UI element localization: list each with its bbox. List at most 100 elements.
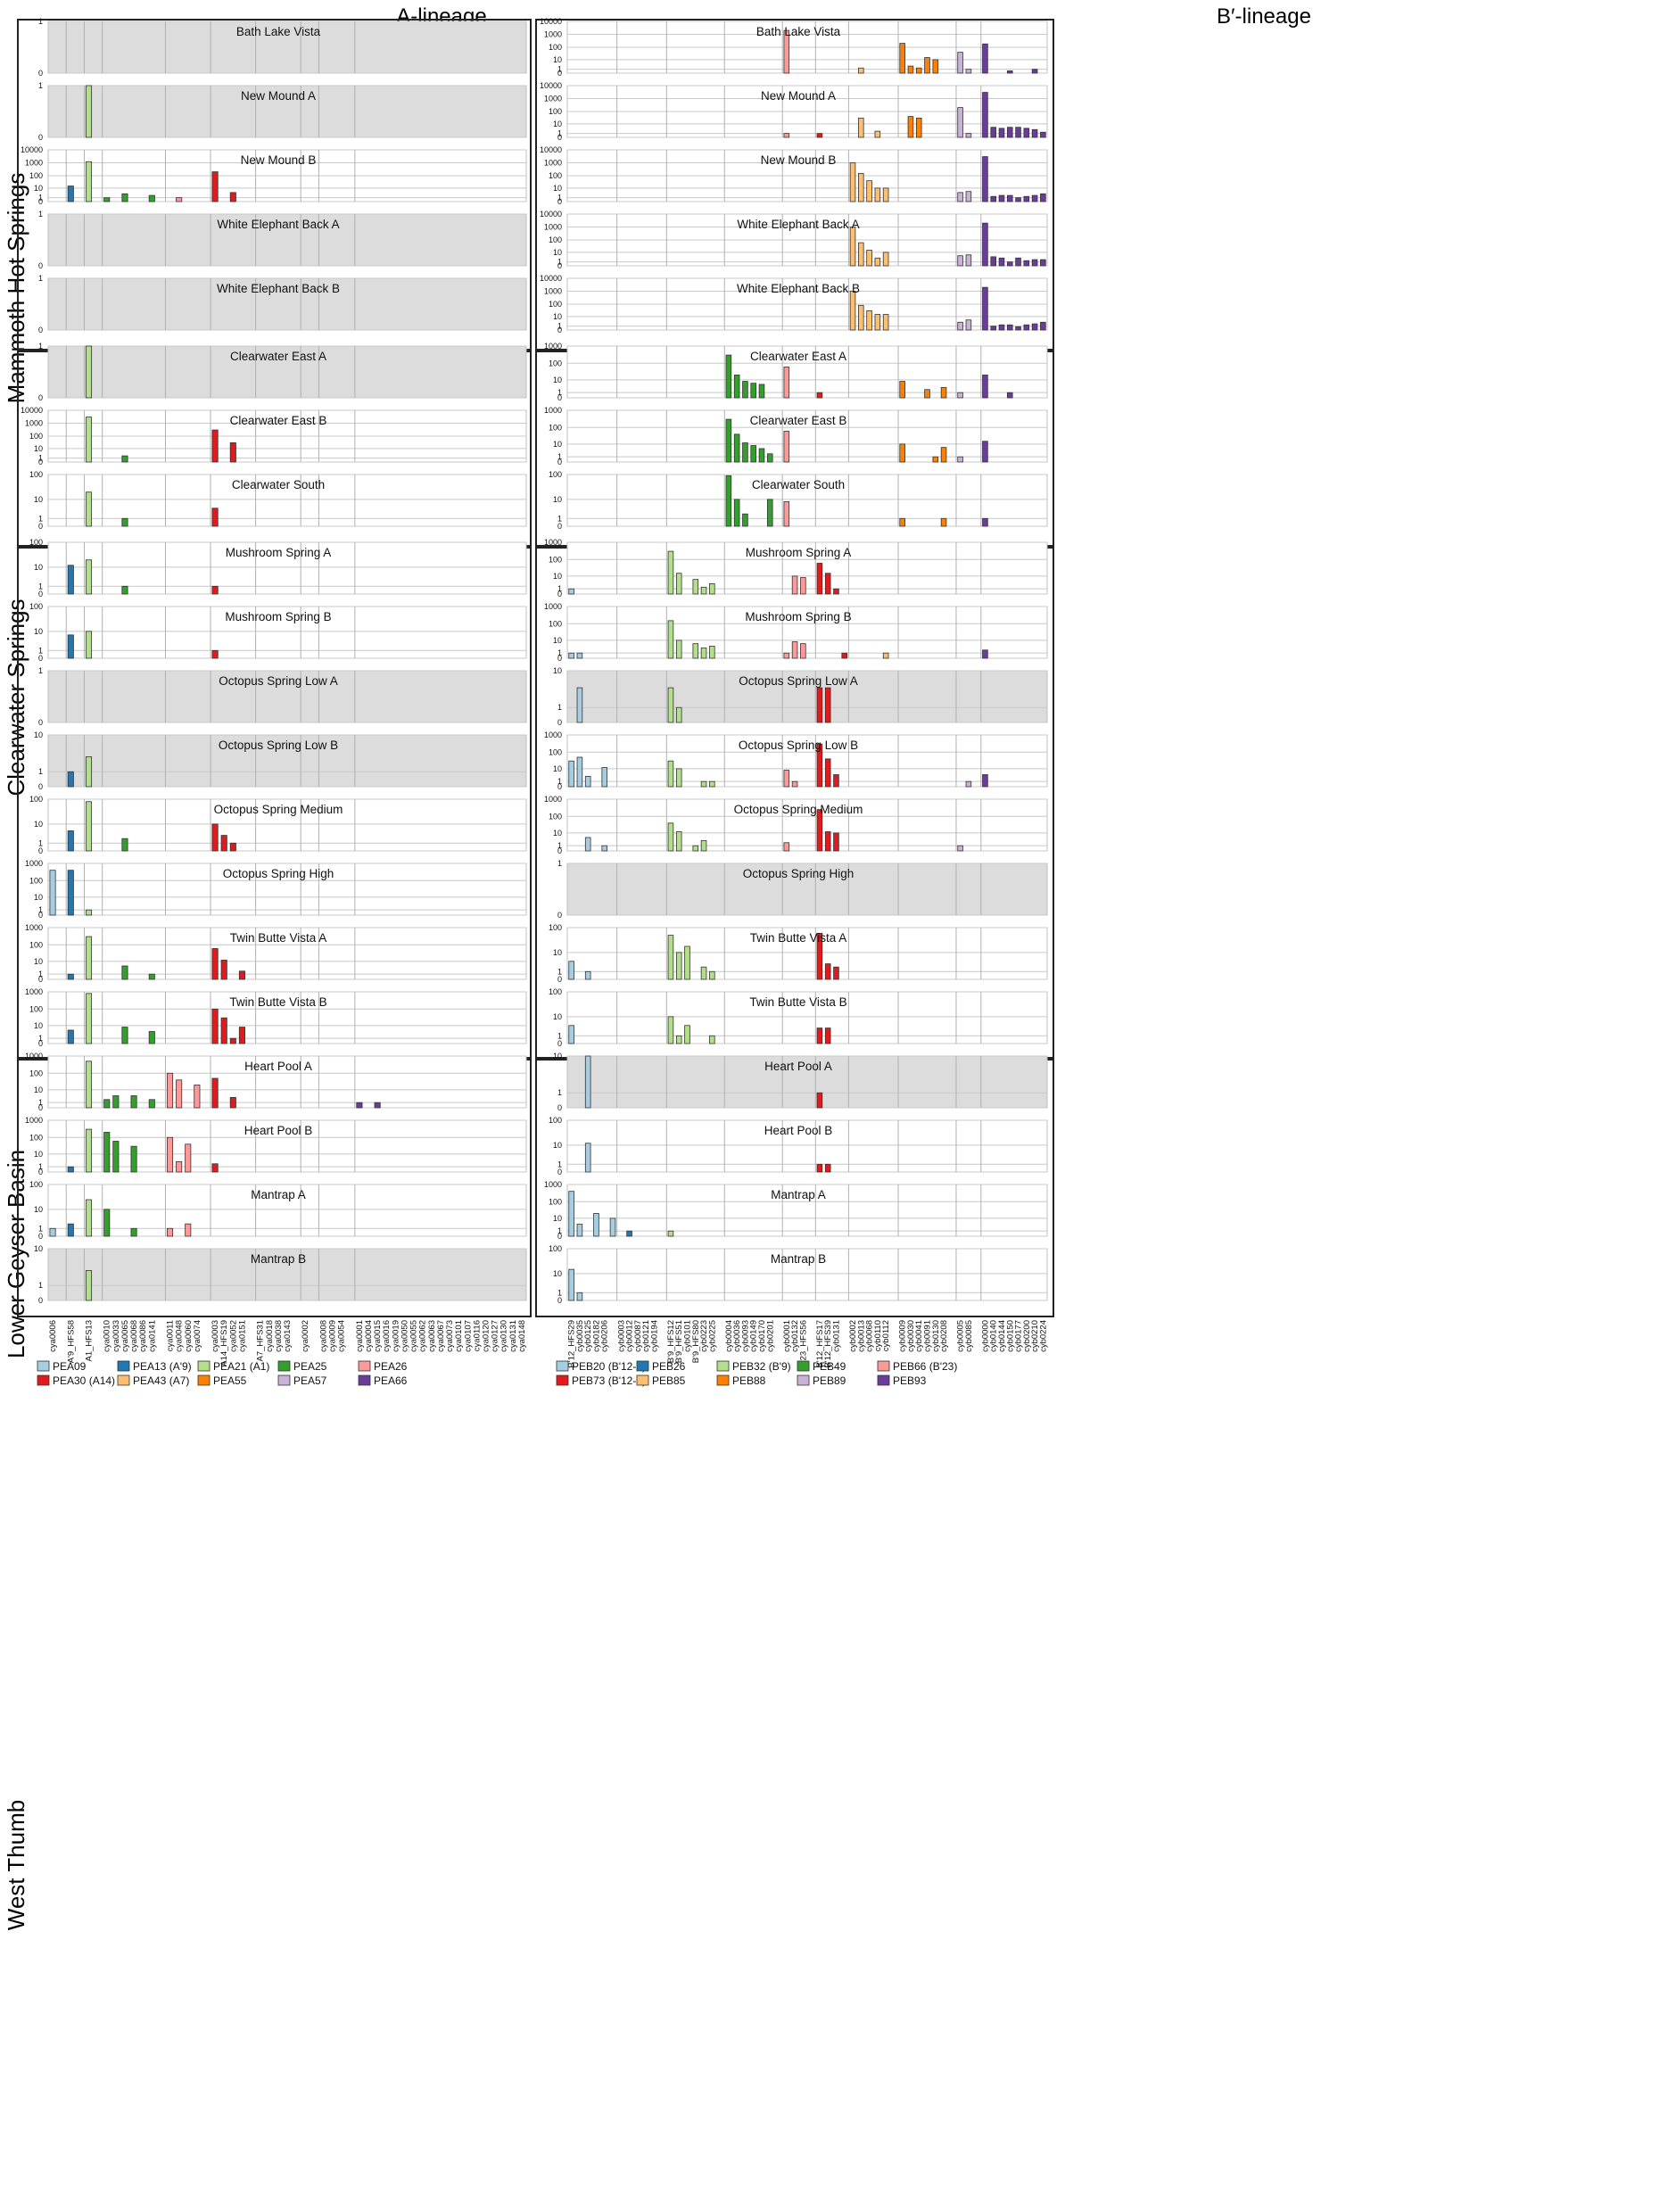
bar <box>982 222 988 267</box>
bar <box>1023 128 1030 138</box>
bar <box>982 43 988 74</box>
bar <box>998 324 1005 331</box>
legend-swatch <box>358 1374 371 1386</box>
bar <box>824 758 831 788</box>
legend-swatch <box>556 1374 569 1386</box>
x-tick-label: cyb0091 <box>923 1320 933 1352</box>
panel-b: 0110 100 1000 10000 Bath Lake Vista <box>540 17 1048 78</box>
x-tick-label: cyb0013 <box>856 1320 866 1352</box>
bar <box>176 1160 183 1173</box>
bar <box>899 43 905 74</box>
y-tick-label: 10 <box>553 666 562 675</box>
bar <box>833 588 839 595</box>
y-tick-label: 10000 <box>21 145 43 154</box>
panel-title: Mushroom Spring A <box>226 546 332 559</box>
bar <box>85 85 93 138</box>
panel-title: New Mound B <box>761 153 837 167</box>
panel-b: 01 10 100 Clearwater South <box>549 470 1048 531</box>
y-tick-label: 10 <box>553 1052 562 1061</box>
bar <box>709 582 715 595</box>
x-tick-label: cyb0201 <box>765 1320 775 1352</box>
bar <box>211 1077 219 1109</box>
bar <box>667 620 674 659</box>
y-tick-label: 1 <box>38 1098 43 1107</box>
bar <box>858 67 864 74</box>
bar <box>229 842 236 852</box>
bar <box>932 59 939 74</box>
x-tick-label: cya0065 <box>120 1320 130 1352</box>
panel-title: Twin Butte Vista A <box>230 931 327 945</box>
x-tick-label: cya0001 <box>355 1320 365 1352</box>
bar <box>758 448 765 463</box>
bar <box>824 831 831 852</box>
bar <box>185 1223 192 1237</box>
x-tick-label: cyb0087 <box>633 1320 643 1352</box>
bar <box>229 1037 236 1044</box>
legend-label: PEB66 (B'23) <box>893 1360 957 1373</box>
bar <box>899 381 905 399</box>
legend-swatch <box>797 1374 810 1386</box>
y-tick-label: 0 <box>38 69 43 78</box>
bar <box>800 643 806 659</box>
bar <box>112 1095 120 1109</box>
legend-swatch <box>636 1374 649 1386</box>
bar <box>176 197 183 202</box>
bar <box>1006 324 1013 331</box>
bar <box>709 970 715 980</box>
bar <box>957 255 963 267</box>
bar <box>626 1230 632 1237</box>
legend-swatch <box>797 1360 810 1372</box>
bar <box>874 314 881 331</box>
bar <box>709 780 715 788</box>
bar <box>220 835 227 852</box>
y-tick-label: 0 <box>38 522 43 531</box>
panel-title: Heart Pool B <box>764 1124 833 1137</box>
bar <box>742 442 748 463</box>
bar <box>783 133 790 138</box>
bar <box>1040 193 1046 202</box>
bar <box>816 1028 823 1044</box>
panel-a: 01 10 100 1000 Twin Butte Vista A <box>25 923 527 984</box>
panel-a: 01 10 100 1000 Heart Pool A <box>25 1052 527 1112</box>
bar <box>874 187 881 202</box>
panel-frame <box>566 1055 1048 1109</box>
y-tick-label: 0 <box>557 1168 562 1176</box>
bar <box>998 257 1005 267</box>
bar <box>576 756 583 788</box>
x-tick-label: cya0016 <box>382 1320 392 1352</box>
y-tick-label: 100 <box>549 747 562 756</box>
bar <box>211 171 219 202</box>
x-tick-label: cyb0068 <box>865 1320 875 1352</box>
legend-label: PEA25 <box>293 1360 327 1373</box>
y-tick-label: 1000 <box>25 1116 43 1125</box>
bar <box>67 870 74 916</box>
group-label-west-thumb: West Thumb <box>3 1800 29 1930</box>
bar <box>85 345 93 399</box>
legend-label: PEB26 <box>652 1360 686 1373</box>
y-tick-label: 1 <box>38 454 43 463</box>
bar <box>166 1136 174 1173</box>
y-tick-label: 0 <box>557 975 562 984</box>
x-tick-label: cyb0004 <box>724 1320 734 1352</box>
x-tick-label: cya0060 <box>184 1320 194 1352</box>
y-tick-label: 100 <box>29 1180 43 1189</box>
panel-frame <box>47 474 527 527</box>
bar <box>67 634 74 659</box>
panel-a: 0110 100 1000 10000 New Mound B <box>21 145 527 206</box>
panel-title: Mushroom Spring B <box>225 610 331 623</box>
y-tick-label: 100 <box>29 602 43 611</box>
legend-label: PEB32 (B'9) <box>732 1360 791 1373</box>
legend-label: PEB89 <box>813 1374 846 1387</box>
y-tick-label: 1000 <box>544 406 562 415</box>
legend-label: PEA66 <box>374 1374 408 1387</box>
bar <box>568 588 574 595</box>
panel-title: Octopus Spring High <box>223 867 334 880</box>
x-tick-label: cya0010 <box>103 1320 112 1352</box>
bar <box>675 1035 682 1044</box>
bar <box>85 801 93 852</box>
bar <box>733 499 740 527</box>
bar <box>982 156 988 202</box>
group-label-lower-geyser: Lower Geyser Basin <box>3 1150 29 1358</box>
x-tick-label: cya0120 <box>481 1320 491 1352</box>
bar <box>85 909 93 916</box>
